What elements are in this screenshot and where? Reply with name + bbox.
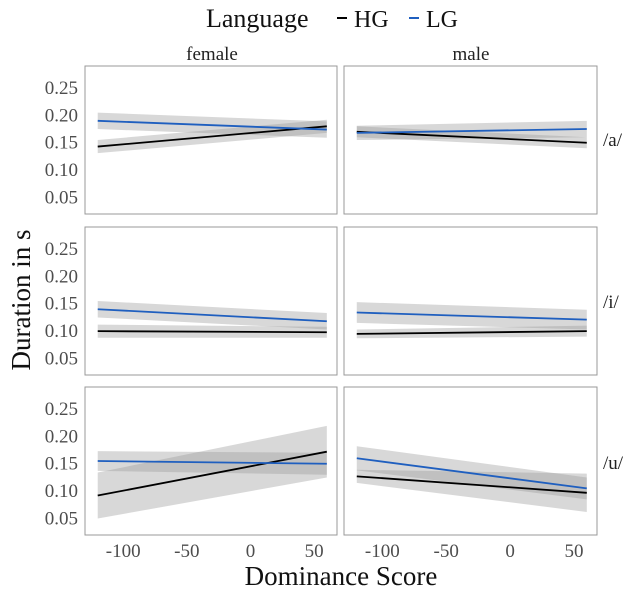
legend: Language HG LG [206, 4, 458, 33]
y-tick-label: 0.15 [45, 294, 78, 315]
y-tick-label: 0.20 [45, 105, 78, 126]
col-strip-female: female [186, 44, 238, 65]
series-line-lg [356, 311, 587, 321]
y-tick-label: 0.15 [45, 454, 78, 475]
panel-female-2 [84, 386, 338, 536]
panel-male-0 [343, 65, 598, 215]
y-tick-label: 0.05 [45, 349, 78, 370]
panel-male-1 [343, 226, 598, 376]
x-tick-label: -50 [174, 541, 199, 562]
panel-female-1 [84, 226, 338, 376]
panels [84, 65, 598, 536]
series-line-lg [356, 457, 587, 490]
x-tick-label: -100 [365, 541, 400, 562]
y-tick-label: 0.25 [45, 399, 78, 420]
x-tick-labels: -100 -50 0 50 -100 -50 0 50 [106, 541, 584, 562]
y-tick-label: 0.25 [45, 78, 78, 99]
y-tick-label: 0.15 [45, 133, 78, 154]
x-tick-label: 0 [246, 541, 256, 562]
legend-hg-label: HG [354, 7, 389, 33]
series-line-hg [356, 475, 587, 494]
series-line-hg [97, 450, 327, 497]
series-line-hg [356, 330, 587, 335]
row-strip-i: /i/ [603, 292, 620, 313]
series-line-lg [97, 308, 327, 323]
x-tick-label: -50 [434, 541, 459, 562]
y-tick-label: 0.20 [45, 266, 78, 287]
x-tick-label: 50 [565, 541, 584, 562]
panel-frame [343, 226, 598, 376]
legend-lg-label: LG [426, 7, 458, 33]
series-line-hg [356, 130, 587, 144]
x-tick-label: -100 [106, 541, 141, 562]
y-tick-label: 0.05 [45, 509, 78, 530]
y-tick-label: 0.10 [45, 321, 78, 342]
series-line-hg [97, 330, 327, 334]
y-tick-label: 0.05 [45, 188, 78, 209]
y-tick-labels: 0.05 0.10 0.15 0.20 0.25 0.05 0.10 0.15 0.20 0.25… [45, 78, 78, 530]
series-line-lg [97, 460, 327, 465]
y-tick-label: 0.25 [45, 239, 78, 260]
col-strip-male: male [453, 44, 490, 65]
panel-frame [84, 65, 338, 215]
series-line-lg [356, 128, 587, 134]
x-tick-label: 50 [305, 541, 324, 562]
panel-female-0 [84, 65, 338, 215]
series-line-lg [97, 119, 327, 131]
panel-frame [343, 65, 598, 215]
confidence-band-hg [97, 425, 327, 519]
row-strip-u: /u/ [603, 453, 624, 474]
y-tick-label: 0.20 [45, 426, 78, 447]
panel-male-2 [343, 386, 598, 536]
series-line-hg [97, 125, 327, 148]
y-axis-title: Duration in s [6, 230, 36, 371]
y-tick-label: 0.10 [45, 481, 78, 502]
row-strip-a: /a/ [603, 130, 623, 151]
x-tick-label: 0 [505, 541, 515, 562]
x-axis-title: Dominance Score [245, 561, 438, 590]
panel-frame [343, 386, 598, 536]
panel-frame [84, 226, 338, 376]
y-tick-label: 0.10 [45, 160, 78, 181]
legend-title: Language [206, 4, 309, 33]
